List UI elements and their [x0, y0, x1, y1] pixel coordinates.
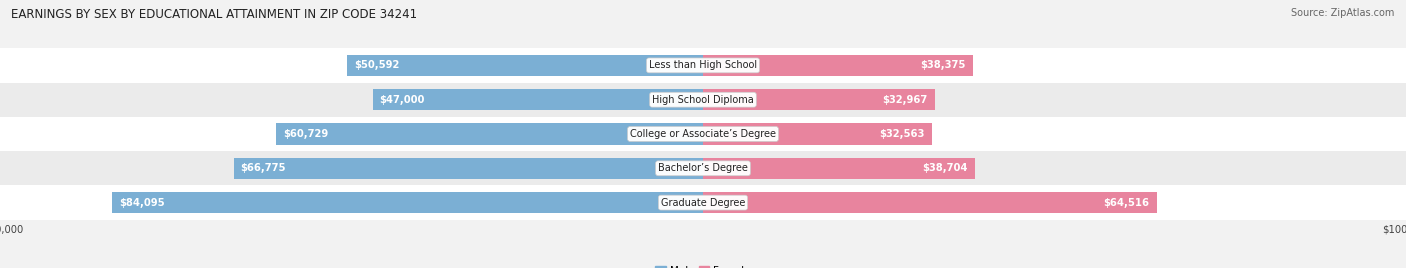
Text: $64,516: $64,516 [1104, 198, 1150, 208]
Text: High School Diploma: High School Diploma [652, 95, 754, 105]
Bar [347, 55, 703, 76]
Text: Graduate Degree: Graduate Degree [661, 198, 745, 208]
Bar [0, 48, 1406, 83]
Text: $38,375: $38,375 [921, 60, 966, 70]
Text: Less than High School: Less than High School [650, 60, 756, 70]
Text: Bachelor’s Degree: Bachelor’s Degree [658, 163, 748, 173]
Bar [0, 185, 1406, 220]
Text: $66,775: $66,775 [240, 163, 285, 173]
Text: $38,704: $38,704 [922, 163, 969, 173]
Text: College or Associate’s Degree: College or Associate’s Degree [630, 129, 776, 139]
Bar [0, 151, 1406, 185]
Text: $84,095: $84,095 [120, 198, 165, 208]
Bar [703, 89, 935, 110]
Text: $60,729: $60,729 [283, 129, 329, 139]
Bar [703, 55, 973, 76]
Bar [233, 158, 703, 179]
Bar [276, 123, 703, 145]
Text: $47,000: $47,000 [380, 95, 425, 105]
Bar [0, 83, 1406, 117]
Bar [703, 192, 1157, 213]
Text: $50,592: $50,592 [354, 60, 399, 70]
Bar [112, 192, 703, 213]
Text: Source: ZipAtlas.com: Source: ZipAtlas.com [1291, 8, 1395, 18]
Text: $32,563: $32,563 [880, 129, 925, 139]
Legend: Male, Female: Male, Female [651, 261, 755, 268]
Bar [0, 117, 1406, 151]
Text: EARNINGS BY SEX BY EDUCATIONAL ATTAINMENT IN ZIP CODE 34241: EARNINGS BY SEX BY EDUCATIONAL ATTAINMEN… [11, 8, 418, 21]
Bar [703, 123, 932, 145]
Bar [703, 158, 976, 179]
Text: $32,967: $32,967 [883, 95, 928, 105]
Bar [373, 89, 703, 110]
